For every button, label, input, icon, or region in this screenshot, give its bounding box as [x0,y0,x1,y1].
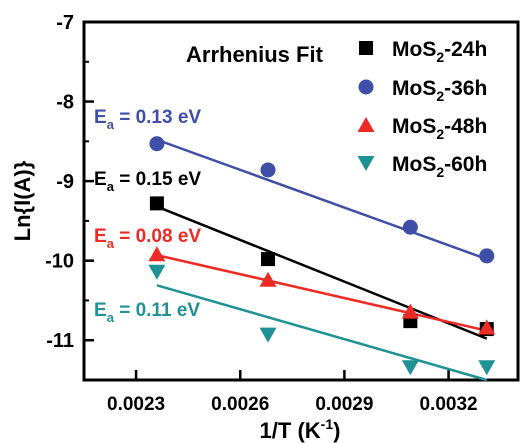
legend-marker-2 [358,79,374,95]
data-point-s2 [260,162,276,178]
ea-label-3: Ea = 0.08 eV [94,226,201,251]
legend-label-1: MoS2-24h [392,38,487,65]
ea-label-4: Ea = 0.11 eV [94,300,200,325]
plot-area [82,20,520,382]
x-tick-label: 0.0032 [419,394,477,415]
legend-label-3: MoS2-48h [392,115,487,142]
y-tick-label: -8 [56,92,74,114]
data-point-s1 [149,196,164,211]
data-point-s3 [148,246,166,262]
y-tick-label: -11 [46,330,74,352]
data-point-s4 [148,264,166,280]
data-points [148,136,496,376]
axis-ticks: 0.0023 0.0026 0.0029 0.0032 -11 -10 -9 -8 -7 [45,12,478,415]
data-point-s4 [478,360,496,376]
data-point-s3 [478,319,496,335]
data-point-s1 [261,252,276,267]
ea-labels: Ea = 0.15 eV Ea = 0.13 eV Ea = 0.08 eV Ea =… [94,107,201,325]
y-axis-label: Ln{I(A)} [10,160,35,241]
fit-lines [156,138,488,382]
plot-frame [82,20,520,382]
x-axis-label: 1/T (K-1) [260,416,341,443]
data-point-s4 [401,360,419,376]
x-tick-label: 0.0029 [315,394,373,415]
data-point-s2 [479,248,495,264]
ea-label-2: Ea = 0.13 eV [94,107,201,132]
ea-label-1: Ea = 0.15 eV [94,169,201,194]
y-tick-label: -10 [45,251,74,273]
data-point-s3 [401,303,419,319]
fit-line-2 [156,138,488,261]
legend: MoS2-24h MoS2-36h MoS2-48h MoS2-60h [357,38,487,180]
y-tick-label: -9 [56,171,74,193]
chart-title: Arrhenius Fit [186,42,324,67]
legend-label-2: MoS2-36h [392,77,487,104]
data-point-s2 [402,219,418,235]
fit-line-1 [156,205,488,340]
x-axis-label-tail: ) [333,418,340,443]
x-axis-label-main: 1/T (K [260,418,321,443]
data-point-s2 [149,136,165,152]
data-point-s4 [259,327,277,343]
legend-label-4: MoS2-60h [392,153,487,180]
x-axis-label-sup: -1 [321,416,334,432]
x-tick-label: 0.0023 [107,394,165,415]
fit-line-4 [156,284,488,382]
data-point-s3 [259,271,277,287]
y-tick-label: -7 [56,12,74,34]
legend-marker-4 [357,156,375,171]
fit-line-3 [156,253,488,332]
legend-marker-3 [357,117,375,132]
legend-marker-1 [359,41,373,55]
x-tick-label: 0.0026 [211,394,269,415]
